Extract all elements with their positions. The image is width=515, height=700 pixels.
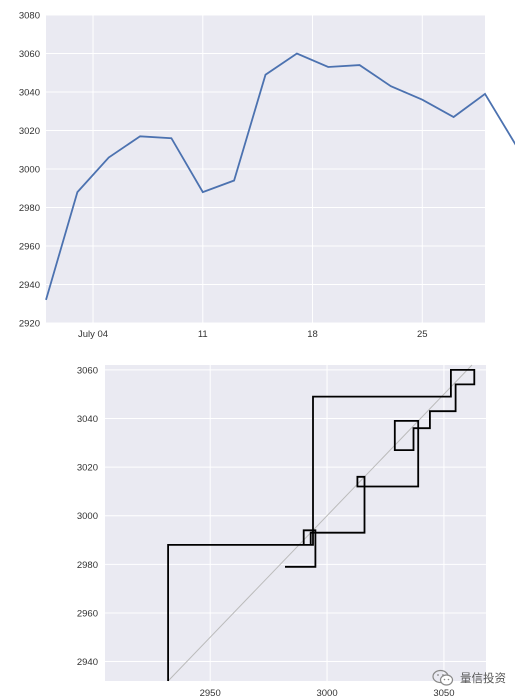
cobweb-path (167, 369, 476, 681)
y-tick-label: 2940 (19, 280, 40, 291)
y-tick-labels: 2920 2940 2960 2980 3000 3020 3040 3060 3080 (19, 11, 40, 330)
y-tick-label: 3040 (77, 414, 98, 425)
series-line (45, 52, 515, 301)
watermark-text: 量信投资 (460, 671, 506, 685)
x-tick-label: 3050 (433, 688, 454, 699)
y-tick-label: 3040 (19, 88, 40, 99)
y-tick-label: 2940 (77, 657, 98, 668)
x-tick-label: 18 (307, 329, 318, 340)
cobweb-chart: 2940 2960 2980 3000 3020 3040 3060 2950 3000 305… (77, 364, 486, 699)
y-tick-label: 2920 (19, 319, 40, 330)
x-tick-labels: July 04 11 18 25 (78, 329, 428, 340)
y-tick-label: 3080 (19, 11, 40, 22)
grid (46, 14, 485, 324)
y-tick-label: 3000 (77, 511, 98, 522)
wechat-logo-icon (432, 669, 454, 686)
price-line-chart: 2920 2940 2960 2980 3000 3020 3040 3060 3080 Jul… (19, 11, 515, 340)
identity-diagonal (167, 364, 473, 682)
y-tick-label: 2960 (19, 242, 40, 253)
y-tick-label: 3020 (77, 463, 98, 474)
x-tick-label: 2950 (200, 688, 221, 699)
y-tick-label: 2980 (19, 203, 40, 214)
plot-area (105, 365, 486, 681)
x-tick-label: July 04 (78, 329, 108, 340)
y-tick-label: 2980 (77, 560, 98, 571)
x-tick-labels: 2950 3000 3050 (200, 688, 455, 699)
y-tick-labels: 2940 2960 2980 3000 3020 3040 3060 (77, 365, 98, 668)
x-tick-label: 11 (198, 329, 208, 340)
y-tick-label: 3000 (19, 165, 40, 176)
y-tick-label: 2960 (77, 608, 98, 619)
x-tick-label: 25 (417, 329, 428, 340)
x-tick-label: 3000 (316, 688, 337, 699)
y-tick-label: 3060 (19, 49, 40, 60)
y-tick-label: 3060 (77, 365, 98, 376)
watermark: 量信投资 (432, 669, 506, 687)
y-tick-label: 3020 (19, 126, 40, 137)
